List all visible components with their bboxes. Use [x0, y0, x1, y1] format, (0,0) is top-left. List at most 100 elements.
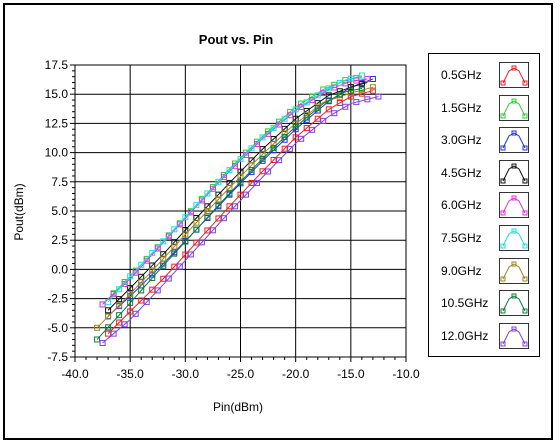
data-point: [105, 330, 112, 337]
data-point: [127, 285, 134, 292]
data-point: [270, 156, 277, 163]
data-point: [226, 190, 233, 197]
legend-swatch: [499, 159, 529, 186]
data-point: [292, 106, 299, 113]
data-point: [193, 226, 200, 233]
data-point: [160, 255, 167, 262]
data-point: [265, 130, 272, 137]
legend-label: 6.0GHz: [441, 198, 482, 213]
data-point: [171, 226, 178, 233]
legend-label: 0.5GHz: [441, 68, 482, 82]
data-point: [182, 214, 189, 221]
data-point: [237, 178, 244, 185]
data-point: [248, 145, 255, 152]
data-point: [265, 168, 272, 175]
data-point: [303, 114, 310, 121]
series-line: [96, 87, 362, 340]
data-point: [243, 191, 250, 198]
data-point: [204, 227, 211, 234]
data-point: [336, 79, 343, 86]
data-point: [325, 85, 332, 92]
legend-item: 1.5GHz: [429, 93, 539, 123]
data-point: [270, 140, 277, 147]
data-point: [364, 76, 371, 83]
y-tick-label: 12.5: [45, 116, 69, 130]
legend-item: 3.0GHz: [429, 125, 539, 155]
data-point: [314, 105, 321, 112]
data-point: [320, 117, 327, 124]
data-point: [149, 250, 156, 257]
data-point: [110, 291, 117, 298]
data-point: [226, 167, 233, 174]
data-point: [160, 238, 167, 245]
data-point: [303, 125, 310, 132]
legend-item: 0.5GHz: [429, 60, 539, 90]
data-point: [99, 339, 106, 346]
chart-frame: [3, 3, 553, 440]
y-tick-label: -7.5: [47, 350, 68, 364]
x-tick-label: -10.0: [392, 367, 420, 381]
data-point: [331, 84, 338, 91]
data-point: [105, 299, 112, 306]
data-point: [237, 191, 244, 198]
legend-item: 4.5GHz: [429, 158, 539, 188]
data-point: [176, 221, 183, 228]
data-point: [281, 134, 288, 141]
x-tick-label: -20.0: [282, 367, 310, 381]
series-10.5GHz: [94, 85, 365, 343]
x-tick-label: -15.0: [337, 367, 365, 381]
data-point: [171, 250, 178, 257]
y-tick-label: 5.0: [51, 204, 68, 218]
x-tick-label: -40.0: [61, 367, 89, 381]
data-point: [369, 87, 376, 94]
data-point: [138, 261, 145, 268]
series-7.5GHz: [105, 72, 365, 306]
data-point: [220, 174, 227, 181]
data-point: [353, 99, 360, 106]
data-point: [127, 290, 134, 297]
legend-label: 4.5GHz: [441, 165, 482, 180]
data-point: [342, 80, 349, 87]
data-point: [116, 312, 123, 319]
data-point: [347, 75, 354, 82]
data-point: [94, 336, 101, 343]
data-point: [209, 185, 216, 192]
data-point: [347, 87, 354, 94]
data-point: [287, 112, 294, 119]
data-point: [369, 76, 376, 83]
data-point: [215, 196, 222, 203]
data-point: [303, 107, 310, 114]
data-point: [254, 141, 261, 148]
data-point: [149, 286, 156, 293]
legend-swatch: [499, 94, 529, 121]
legend-item: 6.0GHz: [429, 190, 539, 220]
data-point: [276, 121, 283, 128]
legend-item: 7.5GHz: [429, 223, 539, 253]
data-point: [182, 238, 189, 245]
data-point: [254, 179, 261, 186]
legend-label: 10.5GHz: [441, 296, 489, 311]
data-point: [231, 162, 238, 169]
data-point: [94, 324, 101, 331]
legend-swatch: [499, 62, 529, 88]
legend-swatch: [499, 290, 529, 317]
y-tick-label: 7.5: [51, 175, 68, 189]
data-point: [342, 103, 349, 110]
data-point: [127, 299, 134, 306]
data-point: [149, 267, 156, 274]
data-point: [143, 257, 150, 264]
data-point: [154, 287, 161, 294]
data-point: [138, 287, 145, 294]
data-point: [138, 279, 145, 286]
data-point: [171, 243, 178, 250]
y-tick-label: -5.0: [47, 321, 68, 335]
data-point: [121, 321, 128, 328]
data-point: [132, 310, 139, 317]
data-point: [193, 239, 200, 246]
series-line: [102, 96, 379, 344]
legend-label: 1.5GHz: [441, 100, 482, 115]
data-point: [226, 203, 233, 210]
data-point: [160, 262, 167, 269]
x-tick-label: -25.0: [227, 367, 255, 381]
data-point: [105, 324, 112, 331]
